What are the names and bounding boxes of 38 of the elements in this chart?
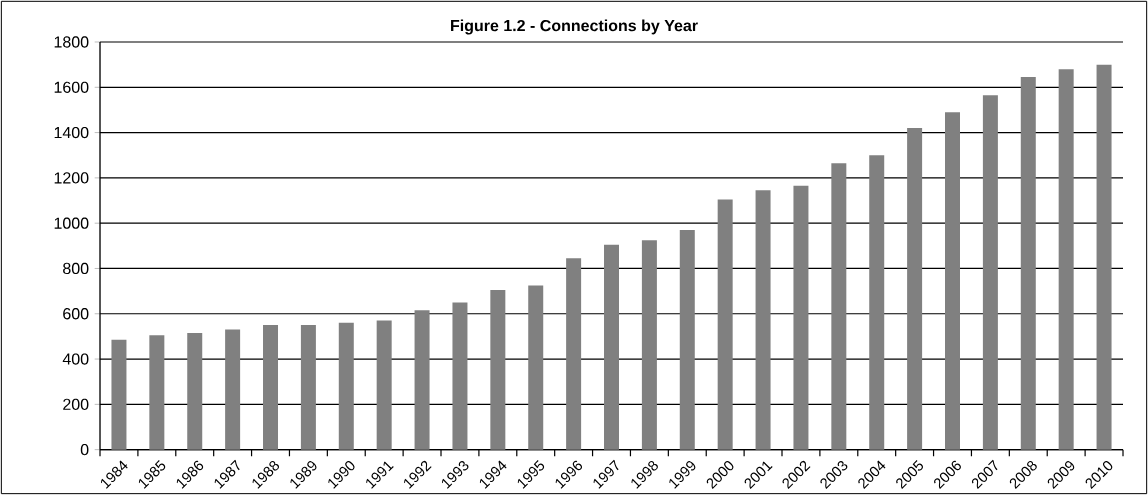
y-tick-label: 1400 bbox=[54, 126, 89, 139]
bar bbox=[338, 322, 354, 450]
chart-title: Figure 1.2 - Connections by Year bbox=[451, 19, 698, 35]
bar bbox=[149, 335, 165, 450]
bar bbox=[679, 229, 695, 450]
bar bbox=[869, 155, 885, 450]
y-tick-label: 0 bbox=[80, 443, 89, 456]
bar bbox=[566, 258, 582, 450]
bar bbox=[414, 310, 430, 450]
y-tick-label: 1600 bbox=[54, 81, 89, 93]
bar bbox=[1058, 69, 1074, 450]
y-tick-label: 1800 bbox=[54, 36, 89, 48]
bar bbox=[528, 285, 544, 450]
bar bbox=[755, 190, 771, 450]
bar bbox=[1096, 64, 1112, 450]
y-tick-label: 600 bbox=[63, 308, 89, 320]
bar bbox=[793, 185, 809, 450]
y-tick-label: 400 bbox=[62, 353, 89, 365]
bar bbox=[490, 289, 506, 450]
bar bbox=[945, 112, 960, 450]
bar bbox=[263, 325, 279, 450]
bar bbox=[717, 199, 733, 450]
y-tick-label: 1000 bbox=[54, 217, 89, 229]
y-tick-label: 800 bbox=[63, 262, 89, 275]
bar bbox=[907, 128, 923, 450]
bar bbox=[982, 95, 998, 450]
bar bbox=[300, 325, 316, 450]
bar bbox=[604, 244, 620, 450]
bar bbox=[831, 163, 847, 450]
bar bbox=[111, 339, 127, 450]
bar bbox=[376, 320, 392, 450]
y-tick-label: 200 bbox=[63, 398, 89, 411]
bar bbox=[1020, 77, 1036, 450]
bar bbox=[452, 302, 468, 450]
bar bbox=[641, 240, 657, 450]
y-tick-label: 1200 bbox=[54, 172, 89, 184]
bar bbox=[225, 329, 241, 450]
bar bbox=[187, 333, 203, 450]
